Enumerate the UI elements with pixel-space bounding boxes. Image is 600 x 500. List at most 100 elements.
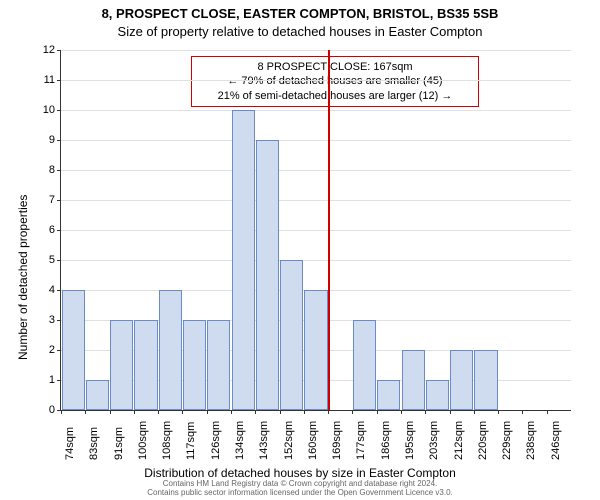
x-tick-mark (450, 410, 451, 414)
x-tick-label: 169sqm (331, 421, 343, 460)
gridline (61, 260, 571, 261)
x-tick-label: 238sqm (525, 421, 537, 460)
histogram-bar (304, 290, 327, 410)
x-tick-mark (401, 410, 402, 414)
y-tick-label: 4 (35, 284, 55, 296)
y-tick-label: 10 (35, 104, 55, 116)
x-tick-mark (182, 410, 183, 414)
x-tick-label: 212sqm (453, 421, 465, 460)
x-tick-mark (231, 410, 232, 414)
histogram-bar (450, 350, 473, 410)
y-tick-label: 0 (35, 404, 55, 416)
histogram-bar (280, 260, 303, 410)
x-tick-label: 83sqm (88, 427, 100, 460)
x-tick-label: 160sqm (307, 421, 319, 460)
histogram-bar (232, 110, 255, 410)
y-tick-label: 9 (35, 134, 55, 146)
x-tick-label: 220sqm (477, 421, 489, 460)
y-tick-mark (57, 50, 61, 51)
y-tick-label: 1 (35, 374, 55, 386)
x-tick-label: 246sqm (550, 421, 562, 460)
y-tick-mark (57, 290, 61, 291)
gridline (61, 200, 571, 201)
title-sub: Size of property relative to detached ho… (0, 24, 600, 39)
x-tick-label: 74sqm (64, 427, 76, 460)
reference-line (328, 50, 330, 410)
x-tick-mark (377, 410, 378, 414)
x-tick-mark (522, 410, 523, 414)
x-tick-label: 117sqm (185, 422, 197, 460)
chart-plot-area: 8 PROSPECT CLOSE: 167sqm ← 79% of detach… (60, 50, 571, 411)
x-tick-mark (110, 410, 111, 414)
y-tick-mark (57, 320, 61, 321)
x-tick-label: 203sqm (428, 421, 440, 460)
x-tick-mark (304, 410, 305, 414)
y-tick-mark (57, 110, 61, 111)
x-tick-mark (158, 410, 159, 414)
gridline (61, 140, 571, 141)
gridline (61, 50, 571, 51)
x-tick-mark (352, 410, 353, 414)
y-tick-mark (57, 380, 61, 381)
y-axis-label: Number of detached properties (16, 195, 30, 360)
annotation-line3: 21% of semi-detached houses are larger (… (200, 89, 470, 103)
y-tick-mark (57, 230, 61, 231)
histogram-bar (86, 380, 109, 410)
x-tick-mark (425, 410, 426, 414)
x-tick-mark (474, 410, 475, 414)
histogram-bar (110, 320, 133, 410)
x-tick-mark (498, 410, 499, 414)
y-tick-mark (57, 140, 61, 141)
x-tick-label: 177sqm (355, 421, 367, 460)
histogram-bar (402, 350, 425, 410)
histogram-bar (159, 290, 182, 410)
x-tick-label: 143sqm (258, 421, 270, 460)
y-tick-label: 3 (35, 314, 55, 326)
x-tick-label: 100sqm (137, 421, 149, 460)
x-tick-label: 134sqm (234, 421, 246, 460)
y-tick-mark (57, 80, 61, 81)
y-tick-label: 8 (35, 164, 55, 176)
x-tick-mark (134, 410, 135, 414)
histogram-bar (183, 320, 206, 410)
x-tick-label: 186sqm (380, 421, 392, 460)
x-tick-mark (328, 410, 329, 414)
chart-container: 8, PROSPECT CLOSE, EASTER COMPTON, BRIST… (0, 0, 600, 500)
y-tick-mark (57, 260, 61, 261)
x-tick-mark (547, 410, 548, 414)
x-tick-label: 108sqm (161, 421, 173, 460)
histogram-bar (426, 380, 449, 410)
gridline (61, 80, 571, 81)
x-tick-label: 195sqm (404, 421, 416, 460)
x-tick-mark (255, 410, 256, 414)
annotation-box: 8 PROSPECT CLOSE: 167sqm ← 79% of detach… (191, 56, 479, 107)
x-tick-mark (61, 410, 62, 414)
x-tick-label: 152sqm (283, 421, 295, 460)
x-tick-mark (85, 410, 86, 414)
y-tick-mark (57, 200, 61, 201)
histogram-bar (256, 140, 279, 410)
gridline (61, 110, 571, 111)
histogram-bar (377, 380, 400, 410)
y-tick-mark (57, 170, 61, 171)
histogram-bar (474, 350, 497, 410)
footer-line1: Contains HM Land Registry data © Crown c… (0, 479, 600, 489)
histogram-bar (134, 320, 157, 410)
histogram-bar (353, 320, 376, 410)
x-tick-label: 229sqm (501, 421, 513, 460)
y-tick-label: 7 (35, 194, 55, 206)
y-tick-label: 11 (35, 74, 55, 86)
x-tick-mark (280, 410, 281, 414)
y-tick-label: 12 (35, 44, 55, 56)
y-tick-label: 6 (35, 224, 55, 236)
histogram-bar (207, 320, 230, 410)
gridline (61, 170, 571, 171)
annotation-line2: ← 79% of detached houses are smaller (45… (200, 74, 470, 88)
gridline (61, 230, 571, 231)
title-main: 8, PROSPECT CLOSE, EASTER COMPTON, BRIST… (0, 6, 600, 21)
y-tick-mark (57, 350, 61, 351)
footer-attribution: Contains HM Land Registry data © Crown c… (0, 479, 600, 498)
annotation-line1: 8 PROSPECT CLOSE: 167sqm (200, 60, 470, 74)
footer-line2: Contains public sector information licen… (0, 488, 600, 498)
histogram-bar (62, 290, 85, 410)
